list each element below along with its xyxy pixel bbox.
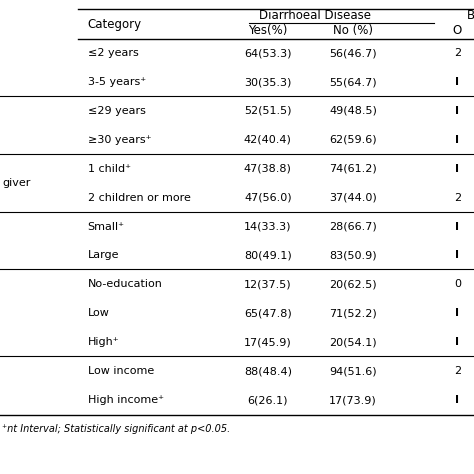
Text: 30(35.3): 30(35.3) [244, 77, 292, 87]
Text: 94(51.6): 94(51.6) [329, 366, 377, 376]
Text: 3-5 years⁺: 3-5 years⁺ [88, 77, 146, 87]
Text: 17(45.9): 17(45.9) [244, 337, 292, 347]
Text: 0: 0 [454, 279, 461, 290]
Text: No (%): No (%) [333, 24, 373, 37]
Text: 74(61.2): 74(61.2) [329, 164, 377, 174]
Text: ≤2 years: ≤2 years [88, 48, 138, 58]
Text: 52(51.5): 52(51.5) [244, 106, 292, 116]
Text: 64(53.3): 64(53.3) [244, 48, 292, 58]
Text: 6(26.1): 6(26.1) [247, 395, 288, 405]
Text: I: I [456, 164, 459, 174]
Text: Yes(%): Yes(%) [248, 24, 288, 37]
Text: 83(50.9): 83(50.9) [329, 250, 377, 261]
Text: Large: Large [88, 250, 119, 261]
Text: 37(44.0): 37(44.0) [329, 192, 377, 203]
Text: No-education: No-education [88, 279, 163, 290]
Text: 14(33.3): 14(33.3) [244, 221, 292, 232]
Text: 2 children or more: 2 children or more [88, 192, 191, 203]
Text: 20(54.1): 20(54.1) [329, 337, 377, 347]
Text: Low income: Low income [88, 366, 154, 376]
Text: 2: 2 [454, 48, 461, 58]
Text: I: I [456, 77, 459, 87]
Text: I: I [456, 337, 459, 347]
Text: 42(40.4): 42(40.4) [244, 135, 292, 145]
Text: High income⁺: High income⁺ [88, 395, 164, 405]
Text: 65(47.8): 65(47.8) [244, 308, 292, 319]
Text: I: I [456, 395, 459, 405]
Text: High⁺: High⁺ [88, 337, 119, 347]
Text: ≤29 years: ≤29 years [88, 106, 146, 116]
Text: 28(66.7): 28(66.7) [329, 221, 377, 232]
Text: 88(48.4): 88(48.4) [244, 366, 292, 376]
Text: 47(56.0): 47(56.0) [244, 192, 292, 203]
Text: 80(49.1): 80(49.1) [244, 250, 292, 261]
Text: giver: giver [2, 178, 31, 188]
Text: 20(62.5): 20(62.5) [329, 279, 377, 290]
Text: 62(59.6): 62(59.6) [329, 135, 377, 145]
Text: I: I [456, 135, 459, 145]
Text: 1 child⁺: 1 child⁺ [88, 164, 131, 174]
Text: 17(73.9): 17(73.9) [329, 395, 377, 405]
Text: I: I [456, 308, 459, 319]
Text: 49(48.5): 49(48.5) [329, 106, 377, 116]
Text: ≥30 years⁺: ≥30 years⁺ [88, 135, 151, 145]
Text: 71(52.2): 71(52.2) [329, 308, 377, 319]
Text: O: O [453, 24, 462, 37]
Text: Small⁺: Small⁺ [88, 221, 125, 232]
Text: 47(38.8): 47(38.8) [244, 164, 292, 174]
Text: 12(37.5): 12(37.5) [244, 279, 292, 290]
Text: 56(46.7): 56(46.7) [329, 48, 377, 58]
Text: 2: 2 [454, 366, 461, 376]
Text: 55(64.7): 55(64.7) [329, 77, 377, 87]
Text: Category: Category [88, 18, 142, 31]
Text: I: I [456, 250, 459, 261]
Text: ⁺nt Interval; Statistically significant at p<0.05.: ⁺nt Interval; Statistically significant … [2, 424, 231, 434]
Text: B: B [467, 9, 474, 22]
Text: Diarrhoeal Disease: Diarrhoeal Disease [259, 9, 371, 22]
Text: I: I [456, 106, 459, 116]
Text: 2: 2 [454, 192, 461, 203]
Text: I: I [456, 221, 459, 232]
Text: Low: Low [88, 308, 109, 319]
